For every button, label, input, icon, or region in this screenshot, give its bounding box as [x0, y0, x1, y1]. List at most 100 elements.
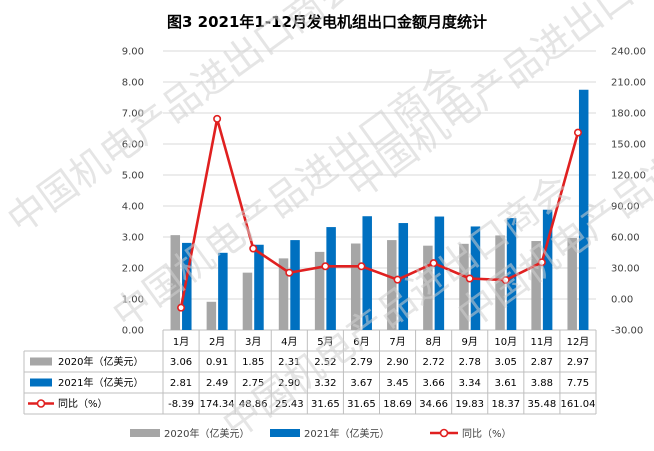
table-cell: 3.66 [422, 378, 444, 389]
yoy-point [321, 262, 330, 271]
bar-2021 [218, 252, 228, 330]
table-cell: 3.32 [314, 378, 336, 389]
table-cell: 34.66 [419, 399, 448, 410]
x-tick-label: 8月 [425, 336, 441, 348]
bar-2021 [434, 216, 445, 330]
table-cell: 2.75 [242, 378, 264, 389]
bar-2020 [278, 258, 289, 330]
x-tick-label: 2月 [209, 336, 225, 348]
y-right-tick-label: 180.00 [611, 109, 646, 120]
bar-2020 [495, 235, 505, 330]
yoy-point [501, 276, 510, 285]
legend-marker-yoy [439, 428, 449, 438]
table-cell: -8.39 [168, 399, 194, 410]
table-cell: 3.34 [459, 378, 481, 389]
legend-label-yoy: 同比（%） [462, 428, 512, 440]
table-cell: 2.90 [278, 378, 300, 389]
bar-2020 [531, 241, 541, 330]
x-tick-label: 4月 [281, 336, 297, 348]
bar-2020 [459, 243, 469, 330]
bar-2020 [350, 243, 361, 330]
table-cell: 18.37 [491, 399, 520, 410]
y-left-tick-label: 8.00 [122, 78, 144, 89]
y-left-tick-label: 1.00 [122, 295, 144, 306]
bar-2021 [578, 89, 589, 330]
table-cell: 2.81 [170, 378, 192, 389]
legend-label-2021: 2021年（亿美元） [304, 427, 389, 440]
bar-2021 [290, 240, 300, 330]
gridlines [163, 50, 596, 300]
yoy-point [213, 114, 222, 123]
table-cell: 3.06 [170, 357, 192, 368]
y-right-tick-label: 60.00 [611, 233, 640, 244]
x-tick-label: 9月 [462, 336, 478, 348]
x-tick-label: 3月 [245, 336, 261, 348]
table-cell: 48.86 [239, 399, 268, 410]
table-cell: 2.52 [314, 357, 336, 368]
table-legend-swatch [30, 378, 52, 387]
table-cell: 31.65 [347, 399, 376, 410]
table-cell: 2.31 [278, 357, 300, 368]
bar-2020 [423, 245, 433, 330]
table-cell: 3.45 [386, 378, 408, 389]
y-right-tick-label: 0.00 [611, 295, 633, 306]
table-cell: 161.04 [560, 399, 595, 410]
y-left-tick-label: 6.00 [122, 140, 144, 151]
table-cell: 2.78 [459, 357, 481, 368]
table-cell: 1.85 [242, 357, 264, 368]
y-right-tick-label: 30.00 [611, 264, 640, 275]
yoy-point [249, 244, 258, 253]
yoy-line-path [179, 117, 580, 308]
yoy-point [465, 274, 474, 283]
bar-2021 [326, 227, 336, 330]
x-tick-label: 7月 [389, 336, 405, 348]
bar-2020 [206, 301, 217, 330]
table-legend-marker [36, 399, 46, 408]
table-cell: 19.83 [455, 399, 484, 410]
table-cell: 3.05 [495, 357, 517, 368]
yoy-point [177, 303, 186, 312]
table-cell: 35.48 [528, 399, 557, 410]
y-right-tick-label: 150.00 [611, 140, 646, 151]
table-cell: 18.69 [383, 399, 412, 410]
table-cell: 2.90 [386, 357, 408, 368]
table-cell: 2.79 [350, 357, 372, 368]
bar-2021 [362, 216, 372, 330]
legend-swatch-2020 [130, 429, 160, 437]
bar-2020 [242, 272, 253, 330]
y-left-tick-label: 3.00 [122, 233, 144, 244]
yoy-line [177, 114, 582, 312]
bar-2020 [387, 240, 397, 330]
table-cell: 25.43 [275, 399, 304, 410]
table-series-name: 2020年（亿美元） [58, 355, 143, 368]
table-cell: 2.87 [531, 357, 553, 368]
y-left-tick-label: 5.00 [122, 171, 144, 182]
yoy-point [573, 128, 582, 137]
legend: 2020年（亿美元） 2021年（亿美元） 同比（%） [130, 427, 512, 440]
bar-2021 [254, 244, 264, 330]
y-right-tick-label: 120.00 [611, 171, 646, 182]
yoy-point [393, 275, 402, 284]
table-cell: 174.34 [200, 399, 235, 410]
bar-2020 [567, 237, 577, 330]
table-cell: 2.72 [422, 357, 444, 368]
table-cell: 3.88 [531, 378, 553, 389]
table-cell: 7.75 [567, 378, 589, 389]
table-cell: 3.61 [495, 378, 517, 389]
x-tick-label: 11月 [531, 336, 554, 348]
y-right-tick-label: 210.00 [611, 78, 646, 89]
x-tick-label: 10月 [494, 336, 517, 348]
x-tick-label: 12月 [567, 336, 590, 348]
y-left-tick-label: 7.00 [122, 109, 144, 120]
table-legend-swatch [30, 357, 52, 366]
bar-2020 [170, 235, 181, 330]
table-cell: 0.91 [206, 357, 228, 368]
y-right-tick-label: 90.00 [611, 202, 640, 213]
x-tick-label: 5月 [317, 336, 333, 348]
y-left-tick-label: 9.00 [122, 47, 144, 58]
y-left-tick-label: 0.00 [122, 326, 144, 337]
yoy-point [429, 259, 438, 268]
y-right-tick-label: 240.00 [611, 47, 646, 58]
table-series-name: 2021年（亿美元） [58, 376, 143, 389]
